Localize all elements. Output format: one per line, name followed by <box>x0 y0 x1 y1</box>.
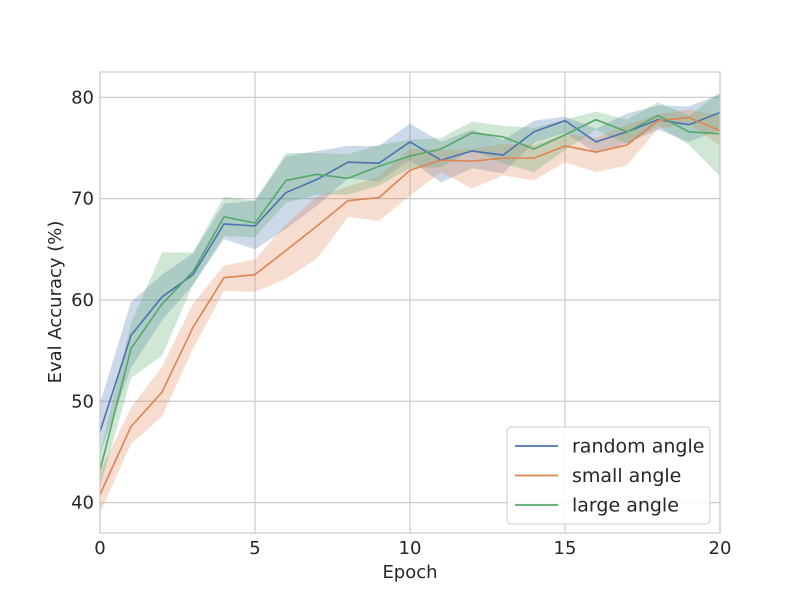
large-angle-line <box>99 114 721 471</box>
y-tick-label: 70 <box>71 189 94 210</box>
large-angle-point <box>409 155 411 157</box>
x-tick-label: 5 <box>249 538 260 559</box>
large-angle-point <box>626 131 628 133</box>
small-angle-point <box>657 120 659 122</box>
y-tick-label: 80 <box>71 87 94 108</box>
random-angle-point <box>595 141 597 143</box>
large-angle-point <box>471 132 473 134</box>
large-angle-point <box>130 348 132 350</box>
large-angle-point <box>440 148 442 150</box>
legend-box <box>506 426 711 525</box>
random-angle-line <box>99 111 721 432</box>
small-angle-point <box>254 274 256 276</box>
grid <box>99 72 721 533</box>
y-axis-label: Eval Accuracy (%) <box>45 221 66 384</box>
small-angle-point <box>688 117 690 119</box>
y-tick-label: 50 <box>71 391 94 412</box>
random-angle-point <box>223 223 225 225</box>
x-tick-label: 15 <box>554 538 577 559</box>
random-angle-point <box>409 141 411 143</box>
x-tick-labels: 0 5 10 15 20 <box>94 538 731 559</box>
large-angle-point <box>378 165 380 167</box>
large-angle-point <box>564 134 566 136</box>
legend-label: random angle <box>572 436 704 458</box>
series-lines <box>99 111 721 495</box>
large-angle-point <box>192 271 194 273</box>
small-angle-point <box>285 250 287 252</box>
small-angle-point <box>626 144 628 146</box>
small-angle-point <box>564 145 566 147</box>
random-angle-point <box>192 274 194 276</box>
small-angle-point <box>533 157 535 159</box>
large-angle-point <box>223 216 225 218</box>
x-axis-label: Epoch <box>382 562 437 583</box>
random-angle-point <box>316 179 318 181</box>
large-angle-point <box>161 303 163 305</box>
legend: random angle small angle large angle <box>506 426 711 525</box>
random-angle-point <box>378 162 380 164</box>
small-angle-point <box>502 157 504 159</box>
small-angle-point <box>471 160 473 162</box>
random-angle-point <box>564 120 566 122</box>
small-angle-point <box>316 225 318 227</box>
random-angle-point <box>254 225 256 227</box>
large-angle-point <box>533 148 535 150</box>
plot-frame <box>99 71 721 534</box>
legend-label: large angle <box>572 495 679 517</box>
large-angle-point <box>316 174 318 176</box>
x-tick-label: 0 <box>94 538 105 559</box>
small-angle-line <box>99 116 721 495</box>
large-angle-point <box>254 222 256 224</box>
random-angle-point <box>471 150 473 152</box>
large-angle-point <box>595 119 597 121</box>
large-angle-point <box>688 131 690 133</box>
y-tick-label: 40 <box>71 493 94 514</box>
small-angle-point <box>223 277 225 279</box>
x-tick-label: 20 <box>709 538 732 559</box>
random-angle-point <box>347 161 349 163</box>
y-tick-labels: 40 50 60 70 80 <box>71 87 94 513</box>
large-angle-point <box>657 115 659 117</box>
confidence-bands <box>100 92 720 513</box>
random-angle-point <box>161 296 163 298</box>
small-angle-point <box>409 169 411 171</box>
small-angle-point <box>595 151 597 153</box>
random-angle-point <box>130 335 132 337</box>
small-angle-point <box>130 426 132 428</box>
random-angle-point <box>502 154 504 156</box>
legend-label: small angle <box>572 465 681 487</box>
small-angle-point <box>378 197 380 199</box>
large-angle-point <box>347 178 349 180</box>
y-tick-label: 60 <box>71 290 94 311</box>
random-angle-point <box>285 192 287 194</box>
small-angle-point <box>161 391 163 393</box>
small-angle-point <box>440 159 442 161</box>
random-angle-point <box>533 131 535 133</box>
large-angle-point <box>502 136 504 138</box>
random-angle-point <box>688 124 690 126</box>
x-tick-label: 10 <box>399 538 422 559</box>
small-angle-point <box>347 200 349 202</box>
small-angle-band <box>100 109 720 513</box>
small-angle-point <box>192 327 194 329</box>
large-angle-point <box>285 180 287 182</box>
